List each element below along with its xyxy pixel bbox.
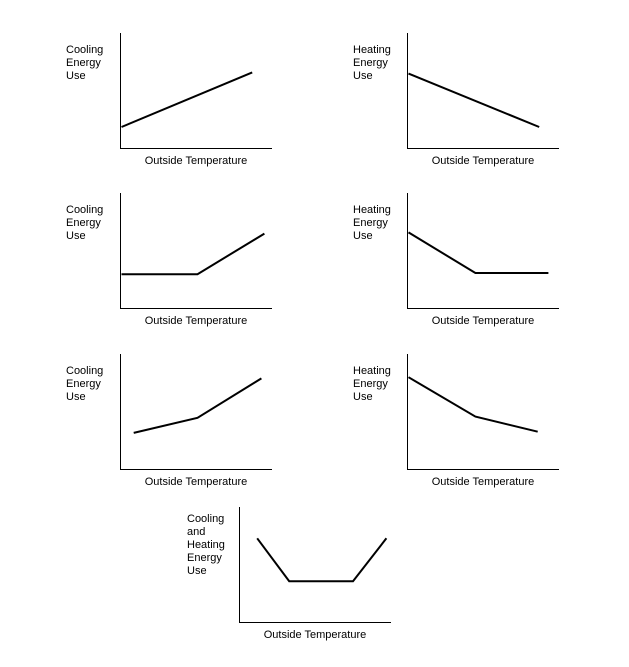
chart-svg <box>407 193 559 309</box>
series-line-cooling-energy <box>121 232 265 276</box>
chart-heating-steep-then-shallow: Heating Energy Use Outside Temperature <box>347 354 562 494</box>
plot-area <box>120 33 272 149</box>
plot-area <box>120 354 272 470</box>
x-axis-label: Outside Temperature <box>144 315 248 327</box>
y-axis-label: Cooling Energy Use <box>66 44 104 82</box>
x-axis-label: Outside Temperature <box>431 476 535 488</box>
plot-area <box>239 507 391 623</box>
chart-svg <box>120 354 272 470</box>
chart-combined-u-shape: Cooling and Heating Energy Use Outside T… <box>179 507 394 647</box>
axes <box>407 193 559 309</box>
series-line-cooling-energy <box>121 71 253 128</box>
plot-area <box>407 354 559 470</box>
plot-area <box>407 33 559 149</box>
y-axis-label: Heating Energy Use <box>353 44 391 82</box>
x-axis-label: Outside Temperature <box>144 476 248 488</box>
chart-svg <box>120 33 272 149</box>
chart-svg <box>239 507 391 623</box>
x-axis-label: Outside Temperature <box>263 629 367 641</box>
chart-cooling-linear: Cooling Energy Use Outside Temperature <box>60 33 275 173</box>
chart-heating-fall-then-flat: Heating Energy Use Outside Temperature <box>347 193 562 333</box>
y-axis-label: Cooling Energy Use <box>66 365 104 403</box>
x-axis-label: Outside Temperature <box>144 155 248 167</box>
plot-area <box>120 193 272 309</box>
series-line-heating-energy <box>407 376 538 433</box>
axes <box>407 354 559 470</box>
y-axis-label: Heating Energy Use <box>353 365 391 403</box>
series-line-heating-energy <box>407 231 549 274</box>
y-axis-label: Cooling Energy Use <box>66 204 104 242</box>
x-axis-label: Outside Temperature <box>431 155 535 167</box>
y-axis-label: Cooling and Heating Energy Use <box>187 513 225 577</box>
x-axis-label: Outside Temperature <box>431 315 535 327</box>
axes <box>120 33 272 149</box>
series-line-cooling-energy <box>133 377 262 434</box>
series-line-combined-energy <box>256 537 388 583</box>
y-axis-label: Heating Energy Use <box>353 204 391 242</box>
chart-heating-linear: Heating Energy Use Outside Temperature <box>347 33 562 173</box>
axes <box>407 33 559 149</box>
axes <box>239 507 391 623</box>
chart-svg <box>120 193 272 309</box>
chart-cooling-flat-then-rise: Cooling Energy Use Outside Temperature <box>60 193 275 333</box>
chart-cooling-shallow-then-steep: Cooling Energy Use Outside Temperature <box>60 354 275 494</box>
chart-svg <box>407 354 559 470</box>
axes <box>120 354 272 470</box>
chart-svg <box>407 33 559 149</box>
series-line-heating-energy <box>408 72 540 128</box>
plot-area <box>407 193 559 309</box>
axes <box>120 193 272 309</box>
